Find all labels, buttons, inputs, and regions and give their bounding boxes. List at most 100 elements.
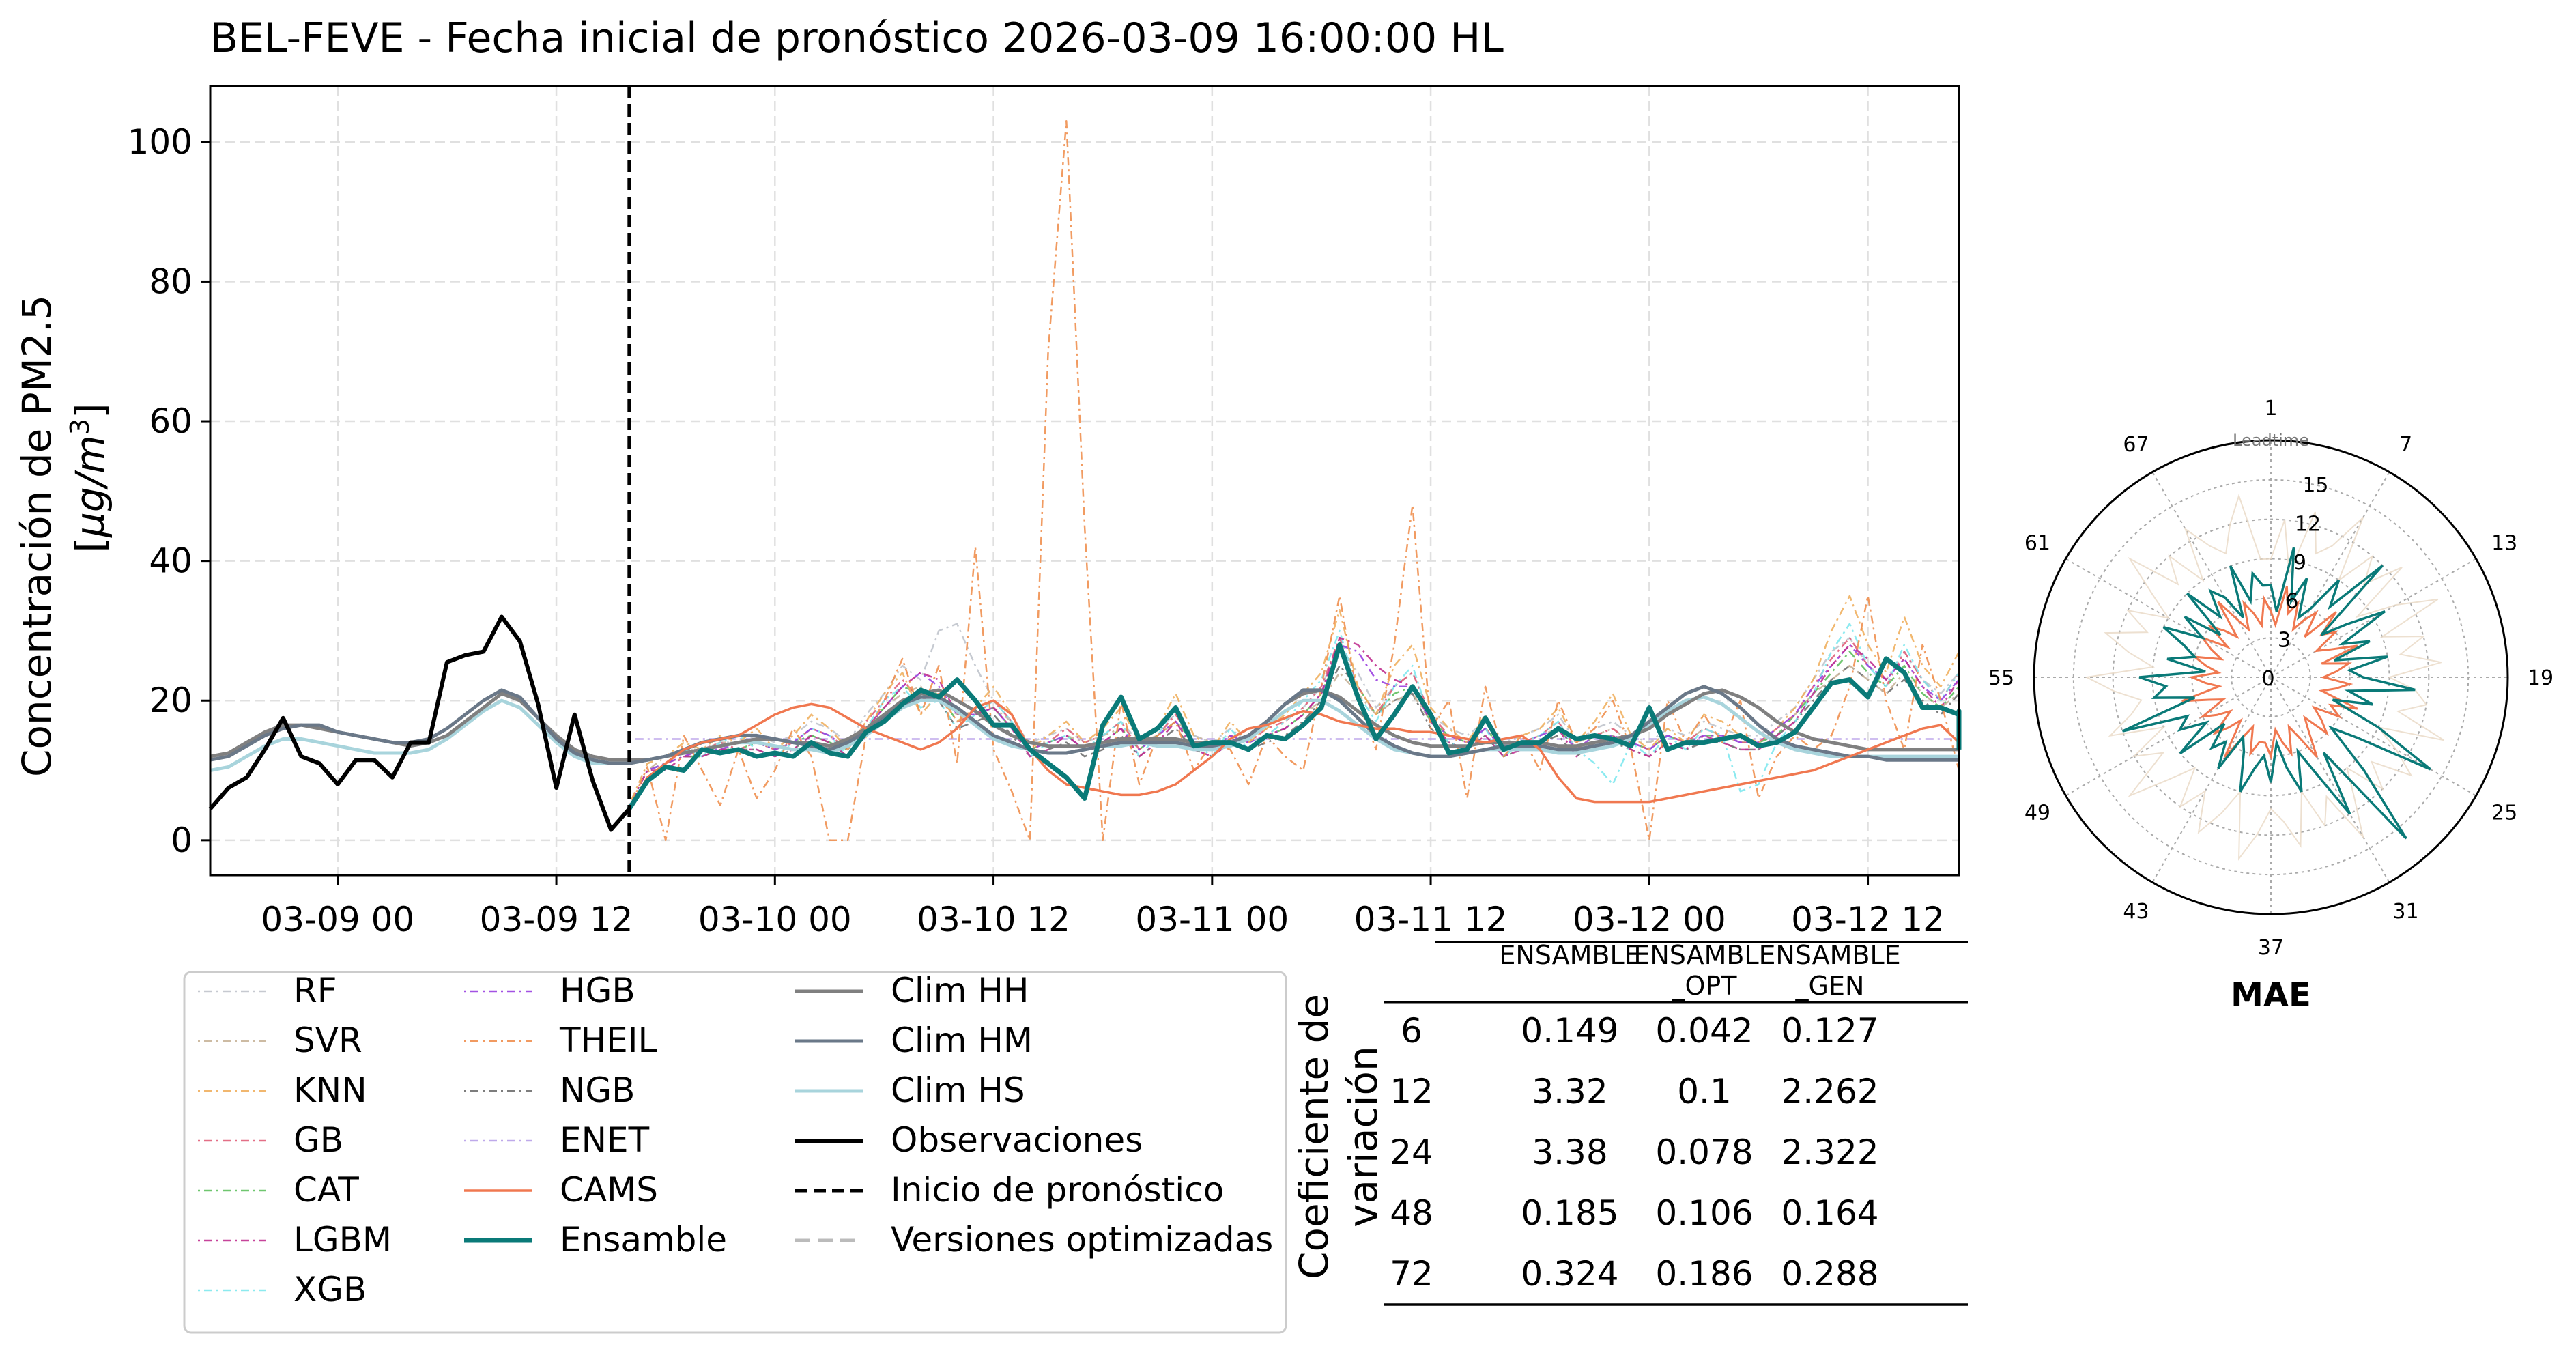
radar-angle-label: 19 <box>2528 666 2553 690</box>
legend-label: Clim HS <box>891 1070 1025 1110</box>
plot-frame <box>209 85 1960 877</box>
legend-label: HGB <box>560 971 635 1010</box>
radar-series-otros <box>2084 493 2445 861</box>
radar-spoke <box>2065 677 2272 797</box>
table-row-leadtime: 6 <box>1401 1011 1422 1051</box>
legend-label: Inicio de pronóstico <box>891 1170 1224 1210</box>
table-cell: 0.288 <box>1781 1254 1878 1294</box>
legend-label: ENET <box>560 1120 650 1160</box>
legend-label: Ensamble <box>560 1220 727 1260</box>
legend-label: RF <box>294 971 337 1010</box>
series-clim-hh <box>210 688 1959 762</box>
radar-axis-title: Leadtime <box>2233 431 2309 450</box>
radar-spoke <box>2270 558 2477 678</box>
radar-spoke <box>2151 471 2272 678</box>
table-column-header: _GEN <box>1795 971 1865 1001</box>
legend-label: CAT <box>294 1170 359 1210</box>
table-column-header: ENSAMBLE <box>1633 940 1775 970</box>
legend: RF SVR KNN GB CAT LGBM XGB HGB THEIL NGB ENET CAMS E… <box>183 971 1287 1334</box>
radar-angle-label: 25 <box>2491 801 2517 825</box>
radar-angle-label: 31 <box>2392 900 2418 924</box>
radar-angle-label: 67 <box>2123 433 2149 457</box>
radar-r-tick-label: 9 <box>2293 551 2306 575</box>
x-tick-label: 03-10 00 <box>698 900 852 939</box>
radar-angle-label: 13 <box>2491 532 2517 556</box>
legend-label: KNN <box>294 1070 367 1110</box>
table-cell: 0.106 <box>1655 1193 1753 1233</box>
y-tick-label: 100 <box>128 122 192 162</box>
main-series <box>208 86 1962 875</box>
chart-title: BEL-FEVE - Fecha inicial de pronóstico 2… <box>210 14 1504 62</box>
radar-title: MAE <box>2231 976 2311 1014</box>
table-row-leadtime: 24 <box>1390 1133 1433 1172</box>
table-column-header: ENSAMBLE <box>1499 940 1640 970</box>
legend-label: Clim HH <box>891 971 1029 1010</box>
radar-angle-label: 55 <box>1988 666 2014 690</box>
x-tick-label: 03-09 00 <box>261 900 414 939</box>
radar-spoke <box>2270 677 2477 797</box>
x-tick-label: 03-11 00 <box>1135 900 1289 939</box>
radar-chart: 03 6 9 12 15 1 7 13 19 25 31 37 43 49 55 61 67 Leadtime <box>1988 397 2553 960</box>
legend-label: LGBM <box>294 1220 392 1260</box>
series-observaciones <box>208 614 631 832</box>
series-clim-hm <box>210 685 1959 765</box>
radar-spoke <box>2270 471 2390 678</box>
y-tick-label: 0 <box>171 821 192 860</box>
legend-label: GB <box>294 1120 343 1160</box>
table-cell: 2.322 <box>1781 1133 1878 1172</box>
radar-angle-label: 61 <box>2024 532 2050 556</box>
table-cell: 0.1 <box>1677 1072 1732 1111</box>
table-row-leadtime: 48 <box>1390 1193 1433 1233</box>
y-tick-label: 80 <box>149 261 192 301</box>
radar-angle-label: 1 <box>2264 397 2277 421</box>
x-tick-label: 03-09 12 <box>480 900 633 939</box>
table-row-leadtime: 12 <box>1390 1072 1433 1111</box>
table-row-leadtime: 72 <box>1390 1254 1433 1294</box>
table-cell: 3.32 <box>1532 1072 1607 1111</box>
radar-angle-label: 37 <box>2258 936 2284 960</box>
legend-label: THEIL <box>559 1021 657 1060</box>
radar-outer-ring <box>2033 439 2509 915</box>
radar-series-ensamble <box>2121 547 2431 840</box>
legend-label: Versiones optimizadas <box>891 1220 1273 1260</box>
radar-spoke <box>2151 677 2272 883</box>
legend-label: CAMS <box>560 1170 658 1210</box>
radar-r-tick-label: 0 <box>2261 667 2274 691</box>
series-cams <box>628 699 1960 810</box>
y-tick-label: 40 <box>149 541 192 581</box>
y-tick-label: 60 <box>149 401 192 441</box>
table-cell: 0.078 <box>1655 1133 1753 1172</box>
y-tick-label: 20 <box>149 681 192 720</box>
radar-angle-label: 43 <box>2123 900 2149 924</box>
legend-label: XGB <box>294 1270 367 1309</box>
table-column-header: _OPT <box>1671 971 1737 1001</box>
legend-label: SVR <box>294 1021 362 1060</box>
series-ensamble <box>627 642 1962 810</box>
table-cell: 2.262 <box>1781 1072 1878 1111</box>
x-tick-label: 03-11 12 <box>1354 900 1508 939</box>
table-cell: 0.164 <box>1781 1193 1878 1233</box>
radar-r-tick-label: 3 <box>2278 628 2291 652</box>
main-axes: 03-09 00 03-09 12 03-10 00 03-10 12 03-11 00… <box>128 85 1960 939</box>
table-cell: 0.324 <box>1521 1254 1618 1294</box>
series-theil <box>628 119 1960 842</box>
x-tick-label: 03-10 12 <box>917 900 1070 939</box>
table-cell: 0.127 <box>1781 1011 1878 1051</box>
radar-r-tick-label: 12 <box>2295 512 2321 536</box>
radar-ring <box>2112 518 2430 836</box>
radar-r-tick-label: 15 <box>2302 474 2328 498</box>
x-tick-label: 03-12 12 <box>1791 900 1945 939</box>
y-axis-label: Concentración de PM2.5 <box>14 295 60 777</box>
y-axis-unit: [μg/m3] <box>65 403 113 552</box>
radar-r-tick-label: 6 <box>2285 590 2298 614</box>
table-row-label: Coeficiente devariación <box>1291 994 1386 1279</box>
radar-angle-label: 49 <box>2024 801 2050 825</box>
table-cell: 0.042 <box>1655 1011 1753 1051</box>
x-tick-label: 03-12 00 <box>1573 900 1726 939</box>
table-cell: 0.149 <box>1521 1011 1618 1051</box>
table-cell: 0.185 <box>1521 1193 1618 1233</box>
radar-spoke <box>2270 677 2390 883</box>
cv-table: Coeficiente devariación ENSAMBLEENSAMBLE… <box>1291 940 1968 1306</box>
legend-frame <box>183 971 1287 1334</box>
table-cell: 0.186 <box>1655 1254 1753 1294</box>
